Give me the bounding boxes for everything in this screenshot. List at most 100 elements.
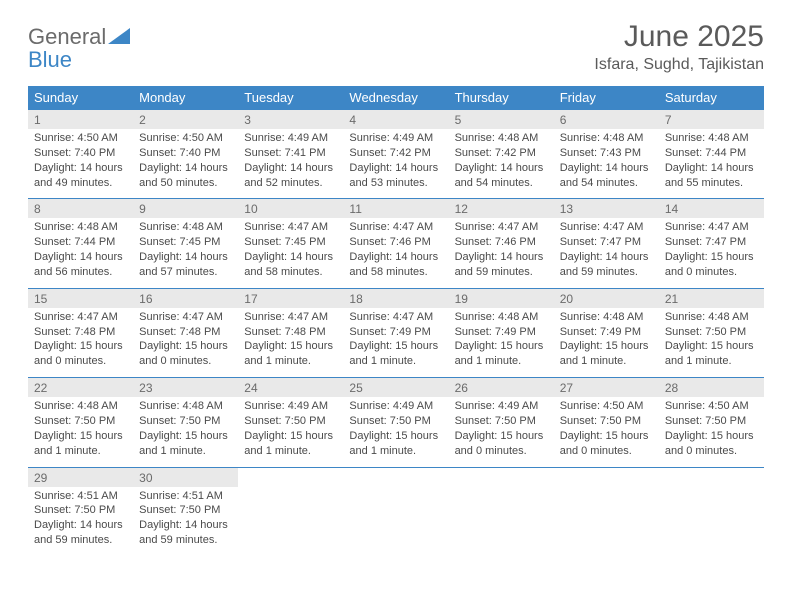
day-number: 17 [244, 292, 257, 306]
day-number: 18 [349, 292, 362, 306]
day-info-line: Daylight: 15 hours [665, 339, 758, 354]
day-info-line: Daylight: 15 hours [34, 429, 127, 444]
day-info-line: Daylight: 15 hours [455, 429, 548, 444]
day-body-cell: Sunrise: 4:48 AMSunset: 7:45 PMDaylight:… [133, 218, 238, 288]
day-info-line: and 0 minutes. [665, 444, 758, 459]
day-info-line: and 57 minutes. [139, 265, 232, 280]
day-number: 27 [560, 381, 573, 395]
day-info-line: Daylight: 14 hours [34, 518, 127, 533]
logo-text-blue: Blue [28, 47, 72, 72]
day-body-cell: Sunrise: 4:47 AMSunset: 7:47 PMDaylight:… [659, 218, 764, 288]
day-body-cell: Sunrise: 4:48 AMSunset: 7:43 PMDaylight:… [554, 129, 659, 199]
title-block: June 2025 Isfara, Sughd, Tajikistan [594, 20, 764, 74]
day-info-line: Sunrise: 4:47 AM [34, 310, 127, 325]
day-info-line: Sunset: 7:50 PM [560, 414, 653, 429]
day-body-cell: Sunrise: 4:48 AMSunset: 7:42 PMDaylight:… [449, 129, 554, 199]
day-number-cell: 22 [28, 378, 133, 398]
day-info-line: Sunset: 7:50 PM [665, 325, 758, 340]
day-info-line: and 58 minutes. [244, 265, 337, 280]
day-info-line: Sunset: 7:49 PM [349, 325, 442, 340]
day-number: 25 [349, 381, 362, 395]
day-body-cell: Sunrise: 4:49 AMSunset: 7:50 PMDaylight:… [449, 397, 554, 467]
day-info-line: Sunrise: 4:49 AM [244, 131, 337, 146]
day-info-line: and 49 minutes. [34, 176, 127, 191]
day-number: 12 [455, 202, 468, 216]
day-info-line: Daylight: 15 hours [139, 339, 232, 354]
logo: General Blue [28, 26, 130, 72]
day-info-line: and 50 minutes. [139, 176, 232, 191]
day-info-line: Sunset: 7:40 PM [34, 146, 127, 161]
day-body-row: Sunrise: 4:51 AMSunset: 7:50 PMDaylight:… [28, 487, 764, 556]
day-number: 23 [139, 381, 152, 395]
day-info-line: Sunset: 7:49 PM [560, 325, 653, 340]
day-info-line: Daylight: 15 hours [34, 339, 127, 354]
day-info-line: Sunset: 7:47 PM [560, 235, 653, 250]
day-body-cell: Sunrise: 4:47 AMSunset: 7:47 PMDaylight:… [554, 218, 659, 288]
day-header: Tuesday [238, 86, 343, 110]
day-body-cell: Sunrise: 4:48 AMSunset: 7:49 PMDaylight:… [554, 308, 659, 378]
day-info-line: and 0 minutes. [139, 354, 232, 369]
day-number-cell: 19 [449, 288, 554, 308]
day-info-line: Daylight: 14 hours [455, 161, 548, 176]
day-number-row: 1234567 [28, 110, 764, 130]
day-number-row: 15161718192021 [28, 288, 764, 308]
day-info-line: and 1 minute. [244, 444, 337, 459]
day-header: Saturday [659, 86, 764, 110]
day-number-cell: 25 [343, 378, 448, 398]
day-body-cell [659, 487, 764, 556]
day-info-line: Daylight: 14 hours [34, 250, 127, 265]
day-number: 29 [34, 471, 47, 485]
day-header: Wednesday [343, 86, 448, 110]
day-info-line: Sunrise: 4:48 AM [34, 220, 127, 235]
day-body-cell: Sunrise: 4:50 AMSunset: 7:50 PMDaylight:… [659, 397, 764, 467]
day-number-cell [659, 467, 764, 487]
day-info-line: Sunrise: 4:47 AM [244, 310, 337, 325]
location-text: Isfara, Sughd, Tajikistan [594, 56, 764, 74]
day-info-line: Daylight: 14 hours [455, 250, 548, 265]
day-info-line: Sunrise: 4:47 AM [455, 220, 548, 235]
day-number: 22 [34, 381, 47, 395]
day-info-line: Sunset: 7:41 PM [244, 146, 337, 161]
day-body-cell: Sunrise: 4:48 AMSunset: 7:44 PMDaylight:… [28, 218, 133, 288]
day-info-line: Sunrise: 4:47 AM [349, 310, 442, 325]
day-number: 26 [455, 381, 468, 395]
day-info-line: Sunrise: 4:50 AM [139, 131, 232, 146]
day-info-line: Sunrise: 4:47 AM [139, 310, 232, 325]
day-info-line: Sunset: 7:49 PM [455, 325, 548, 340]
day-number: 4 [349, 113, 356, 127]
day-number-cell: 2 [133, 110, 238, 130]
calendar-page: General Blue June 2025 Isfara, Sughd, Ta… [0, 0, 792, 576]
day-info-line: Sunset: 7:45 PM [244, 235, 337, 250]
day-number: 8 [34, 202, 41, 216]
day-number-cell: 13 [554, 199, 659, 219]
day-number-cell: 12 [449, 199, 554, 219]
day-header: Friday [554, 86, 659, 110]
header: General Blue June 2025 Isfara, Sughd, Ta… [28, 20, 764, 74]
day-info-line: Sunset: 7:50 PM [34, 414, 127, 429]
day-body-cell: Sunrise: 4:47 AMSunset: 7:46 PMDaylight:… [343, 218, 448, 288]
day-body-cell: Sunrise: 4:48 AMSunset: 7:50 PMDaylight:… [133, 397, 238, 467]
day-info-line: Sunrise: 4:50 AM [34, 131, 127, 146]
day-number: 19 [455, 292, 468, 306]
day-info-line: Sunrise: 4:50 AM [665, 399, 758, 414]
day-info-line: Daylight: 14 hours [244, 161, 337, 176]
day-info-line: and 1 minute. [34, 444, 127, 459]
day-info-line: Daylight: 15 hours [349, 339, 442, 354]
day-info-line: Daylight: 15 hours [665, 429, 758, 444]
day-number-cell: 1 [28, 110, 133, 130]
day-info-line: Sunrise: 4:47 AM [560, 220, 653, 235]
day-body-cell: Sunrise: 4:47 AMSunset: 7:45 PMDaylight:… [238, 218, 343, 288]
day-header-row: Sunday Monday Tuesday Wednesday Thursday… [28, 86, 764, 110]
day-number-cell: 26 [449, 378, 554, 398]
day-number: 5 [455, 113, 462, 127]
day-info-line: and 54 minutes. [560, 176, 653, 191]
day-info-line: Sunset: 7:50 PM [665, 414, 758, 429]
day-info-line: Sunset: 7:40 PM [139, 146, 232, 161]
day-number: 3 [244, 113, 251, 127]
logo-text-general: General [28, 24, 106, 49]
day-info-line: Sunrise: 4:48 AM [560, 310, 653, 325]
day-number-cell: 24 [238, 378, 343, 398]
day-number: 14 [665, 202, 678, 216]
day-number: 10 [244, 202, 257, 216]
day-body-cell: Sunrise: 4:48 AMSunset: 7:49 PMDaylight:… [449, 308, 554, 378]
